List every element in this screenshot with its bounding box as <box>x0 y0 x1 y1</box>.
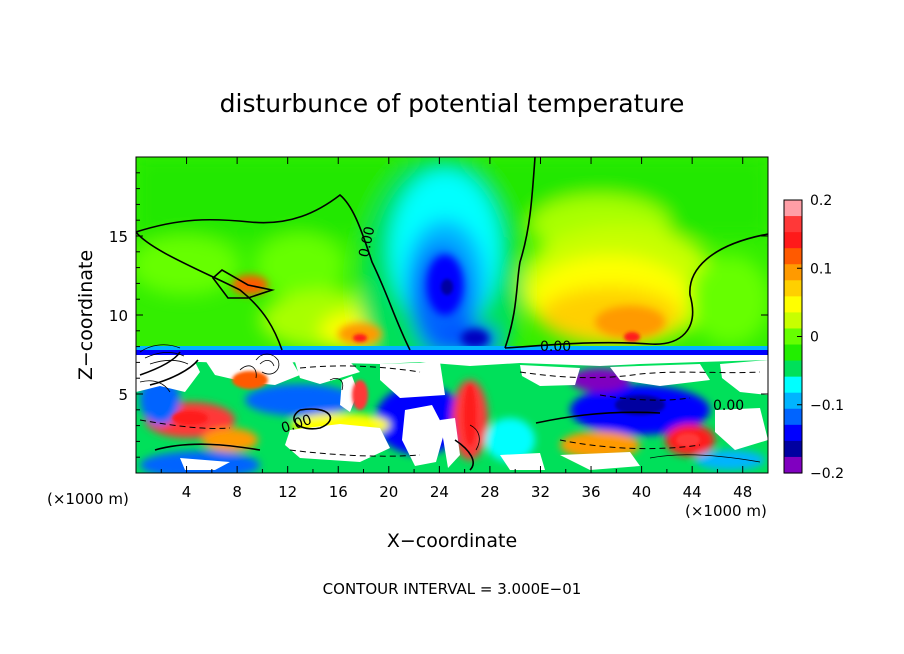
y-tick-label: 10 <box>109 307 128 325</box>
colorbar-tick-label: 0 <box>810 330 819 346</box>
colorbar-segment <box>784 440 802 458</box>
colorbar-segment <box>784 392 802 410</box>
colorbar-segment <box>784 232 802 249</box>
x-tick-label: 44 <box>683 483 702 501</box>
colorbar-segment <box>784 328 802 346</box>
interface-band <box>136 350 768 355</box>
x-tick-label: 36 <box>581 483 600 501</box>
y-tick-label: 15 <box>109 228 128 246</box>
contour-label: 0.00 <box>356 225 378 259</box>
x-tick-label: 20 <box>379 483 398 501</box>
chart-title: disturbunce of potential temperature <box>220 89 685 118</box>
colorbar-segment <box>784 296 802 314</box>
colorbar-tick-label: −0.1 <box>810 398 844 414</box>
y-axis-label: Z−coordinate <box>75 250 97 380</box>
x-unit-right: (×1000 m) <box>685 502 767 520</box>
colorbar-segment <box>784 216 802 233</box>
colorbar-segment <box>784 280 802 297</box>
contour-interval-note: CONTOUR INTERVAL = 3.000E−01 <box>323 580 582 598</box>
x-axis-label: X−coordinate <box>387 530 517 552</box>
colorbar-segment <box>784 264 802 281</box>
colorbar-segment <box>784 456 802 474</box>
colorbar-segment <box>784 424 802 442</box>
x-tick-label: 16 <box>329 483 348 501</box>
colorbar-ticks: 0.2 0.1 0 −0.1 −0.2 <box>797 193 844 482</box>
x-tick-label: 8 <box>232 483 242 501</box>
x-tick-label: 24 <box>430 483 449 501</box>
colorbar-segment <box>784 312 802 330</box>
x-unit-left: (×1000 m) <box>47 490 129 508</box>
x-tick-label: 40 <box>632 483 651 501</box>
colorbar-segment <box>784 376 802 394</box>
contour-label: 0.00 <box>540 339 571 355</box>
colorbar-tick-label: 0.2 <box>810 193 832 209</box>
colorbar-segment <box>784 200 802 217</box>
x-tick-label: 32 <box>531 483 550 501</box>
contour-label: 0.00 <box>713 398 744 414</box>
heatmap-area: 0.00 0.00 0.00 0.00 <box>136 157 768 473</box>
x-tick-label: 4 <box>182 483 192 501</box>
contour-lines-thin <box>139 344 761 463</box>
y-tick-label: 5 <box>118 386 128 404</box>
colorbar-segment <box>784 248 802 265</box>
colorbar-tick-label: −0.2 <box>810 466 844 482</box>
colorbar-tick-label: 0.1 <box>810 261 832 277</box>
colorbar-segment <box>784 408 802 426</box>
y-axis: 5 10 15 <box>109 172 768 458</box>
x-tick-label: 48 <box>733 483 752 501</box>
contour-lines-dashed <box>139 365 761 457</box>
upper-field-peaks <box>353 279 640 342</box>
colorbar <box>783 199 803 474</box>
x-tick-label: 12 <box>278 483 297 501</box>
colorbar-segment <box>784 360 802 378</box>
interface-band-edge <box>136 346 768 350</box>
lower-white-regions <box>136 350 768 470</box>
colorbar-segment <box>784 344 802 362</box>
x-axis: 4 8 12 16 20 24 28 32 36 40 44 48 <box>160 157 752 501</box>
x-tick-label: 28 <box>480 483 499 501</box>
